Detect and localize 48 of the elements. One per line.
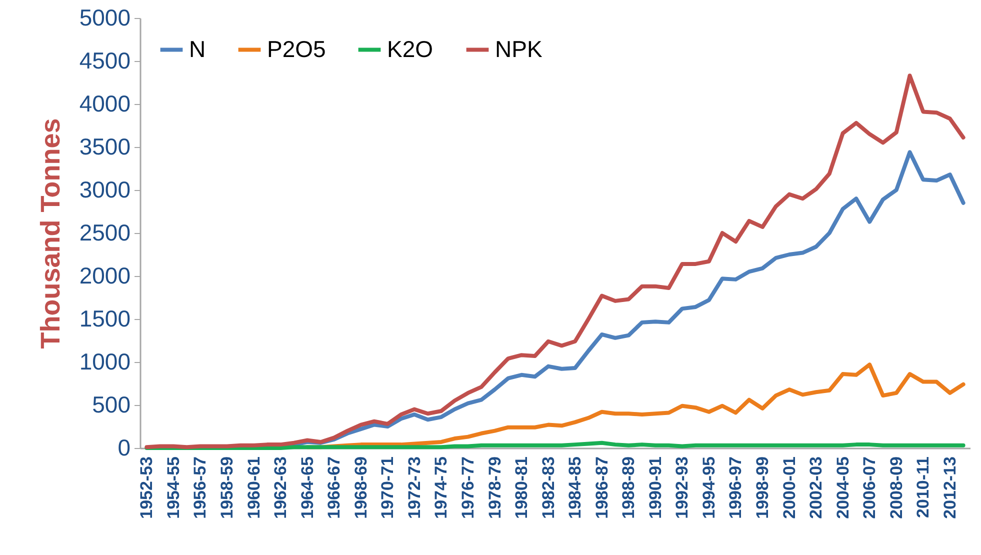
x-tick-label: 2010-11 — [914, 456, 933, 518]
x-tick-label: 1984-85 — [566, 456, 585, 519]
x-tick-label: 2006-07 — [860, 456, 880, 519]
line-series — [144, 74, 966, 450]
y-tick-label: 4000 — [79, 90, 130, 116]
x-tick-label: 1968-69 — [351, 456, 370, 519]
x-tick-label: 1964-65 — [298, 456, 317, 519]
x-tick-label: 1996-97 — [726, 456, 746, 519]
legend-label: P2O5 — [267, 36, 326, 62]
x-tick-label: 1986-87 — [592, 456, 612, 519]
x-tick-label: 2008-09 — [886, 456, 906, 519]
x-tick-label: 1974-75 — [432, 456, 451, 519]
x-tick-label: 1982-83 — [538, 456, 558, 519]
x-tick-label: 1972-73 — [404, 456, 424, 519]
legend-label: K2O — [387, 36, 434, 62]
x-tick-label: 1970-71 — [378, 456, 398, 519]
x-tick-label: 2000-01 — [780, 456, 799, 519]
x-tick-label: 1958-59 — [218, 456, 237, 519]
x-tick-label: 2002-03 — [806, 456, 826, 519]
x-tick-label: 1966-67 — [324, 456, 344, 519]
x-tick-label: 1994-95 — [699, 456, 718, 519]
y-tick-label: 3000 — [79, 176, 130, 202]
x-tick-label: 2012-13 — [940, 456, 960, 519]
x-tick-label: 1962-63 — [271, 456, 290, 519]
x-tick-label: 1956-57 — [190, 456, 210, 519]
x-tick-label: 1992-93 — [672, 456, 692, 519]
y-tick-label: 3500 — [79, 134, 130, 160]
y-tick-label: 0 — [118, 434, 130, 460]
x-tick-label: 1978-79 — [485, 456, 504, 519]
y-tick-label: 500 — [92, 392, 130, 418]
y-axis-title: Thousand Tonnes — [35, 118, 66, 349]
y-tick-label: 1500 — [79, 306, 130, 332]
legend-label: N — [189, 36, 206, 62]
x-tick-label: 2004-05 — [833, 456, 852, 519]
x-tick-label: 1976-77 — [458, 456, 478, 519]
x-tick-label: 1980-81 — [512, 456, 532, 519]
x-tick-label: 1952-53 — [137, 456, 156, 519]
y-tick-label: 2500 — [79, 220, 130, 246]
y-tick-label: 2000 — [79, 262, 130, 288]
y-tick-label: 1000 — [79, 348, 130, 374]
x-tick-label: 1954-55 — [164, 456, 183, 519]
x-tick-label: 1960-61 — [244, 456, 264, 519]
x-tick-label: 1990-91 — [646, 456, 665, 519]
y-tick-label: 4500 — [79, 48, 130, 74]
legend-label: NPK — [495, 36, 543, 62]
x-tick-label: 1998-99 — [753, 456, 772, 519]
x-tick-label: 1988-89 — [619, 456, 638, 519]
y-tick-label: 5000 — [79, 4, 130, 30]
